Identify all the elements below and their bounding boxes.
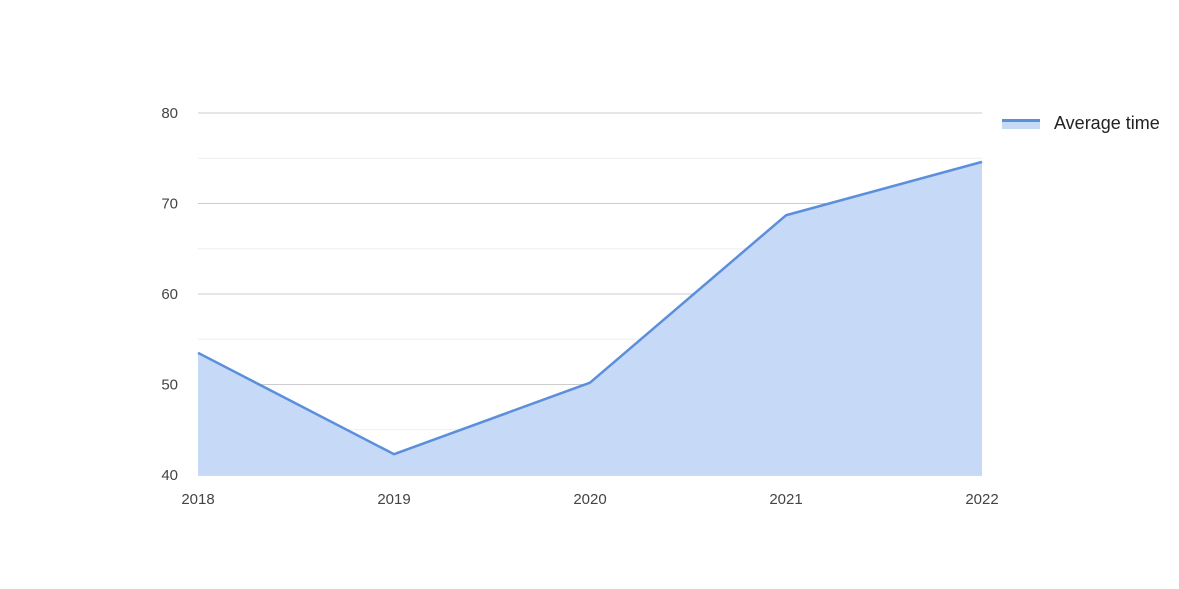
y-tick-label: 70 — [161, 196, 178, 213]
y-tick-label: 50 — [161, 377, 178, 394]
series-area-fill — [198, 161, 982, 475]
legend-label: Average time — [1054, 113, 1160, 133]
x-tick-label: 2019 — [377, 491, 410, 508]
x-tick-label: 2022 — [965, 491, 998, 508]
legend: Average time — [1002, 112, 1164, 134]
y-tick-label: 60 — [161, 286, 178, 303]
x-tick-label: 2021 — [769, 491, 802, 508]
legend-swatch — [1002, 119, 1040, 129]
y-axis-tick-labels: 40 50 60 70 80 — [161, 105, 178, 484]
legend-swatch-fill — [1002, 119, 1040, 129]
x-tick-label: 2018 — [181, 491, 214, 508]
series-line — [197, 160, 983, 456]
x-tick-label: 2020 — [573, 491, 606, 508]
legend-swatch-line — [1002, 119, 1040, 122]
x-axis-tick-labels: 2018 2019 2020 2021 2022 — [181, 491, 998, 508]
y-tick-label: 80 — [161, 105, 178, 122]
y-tick-label: 40 — [161, 467, 178, 484]
